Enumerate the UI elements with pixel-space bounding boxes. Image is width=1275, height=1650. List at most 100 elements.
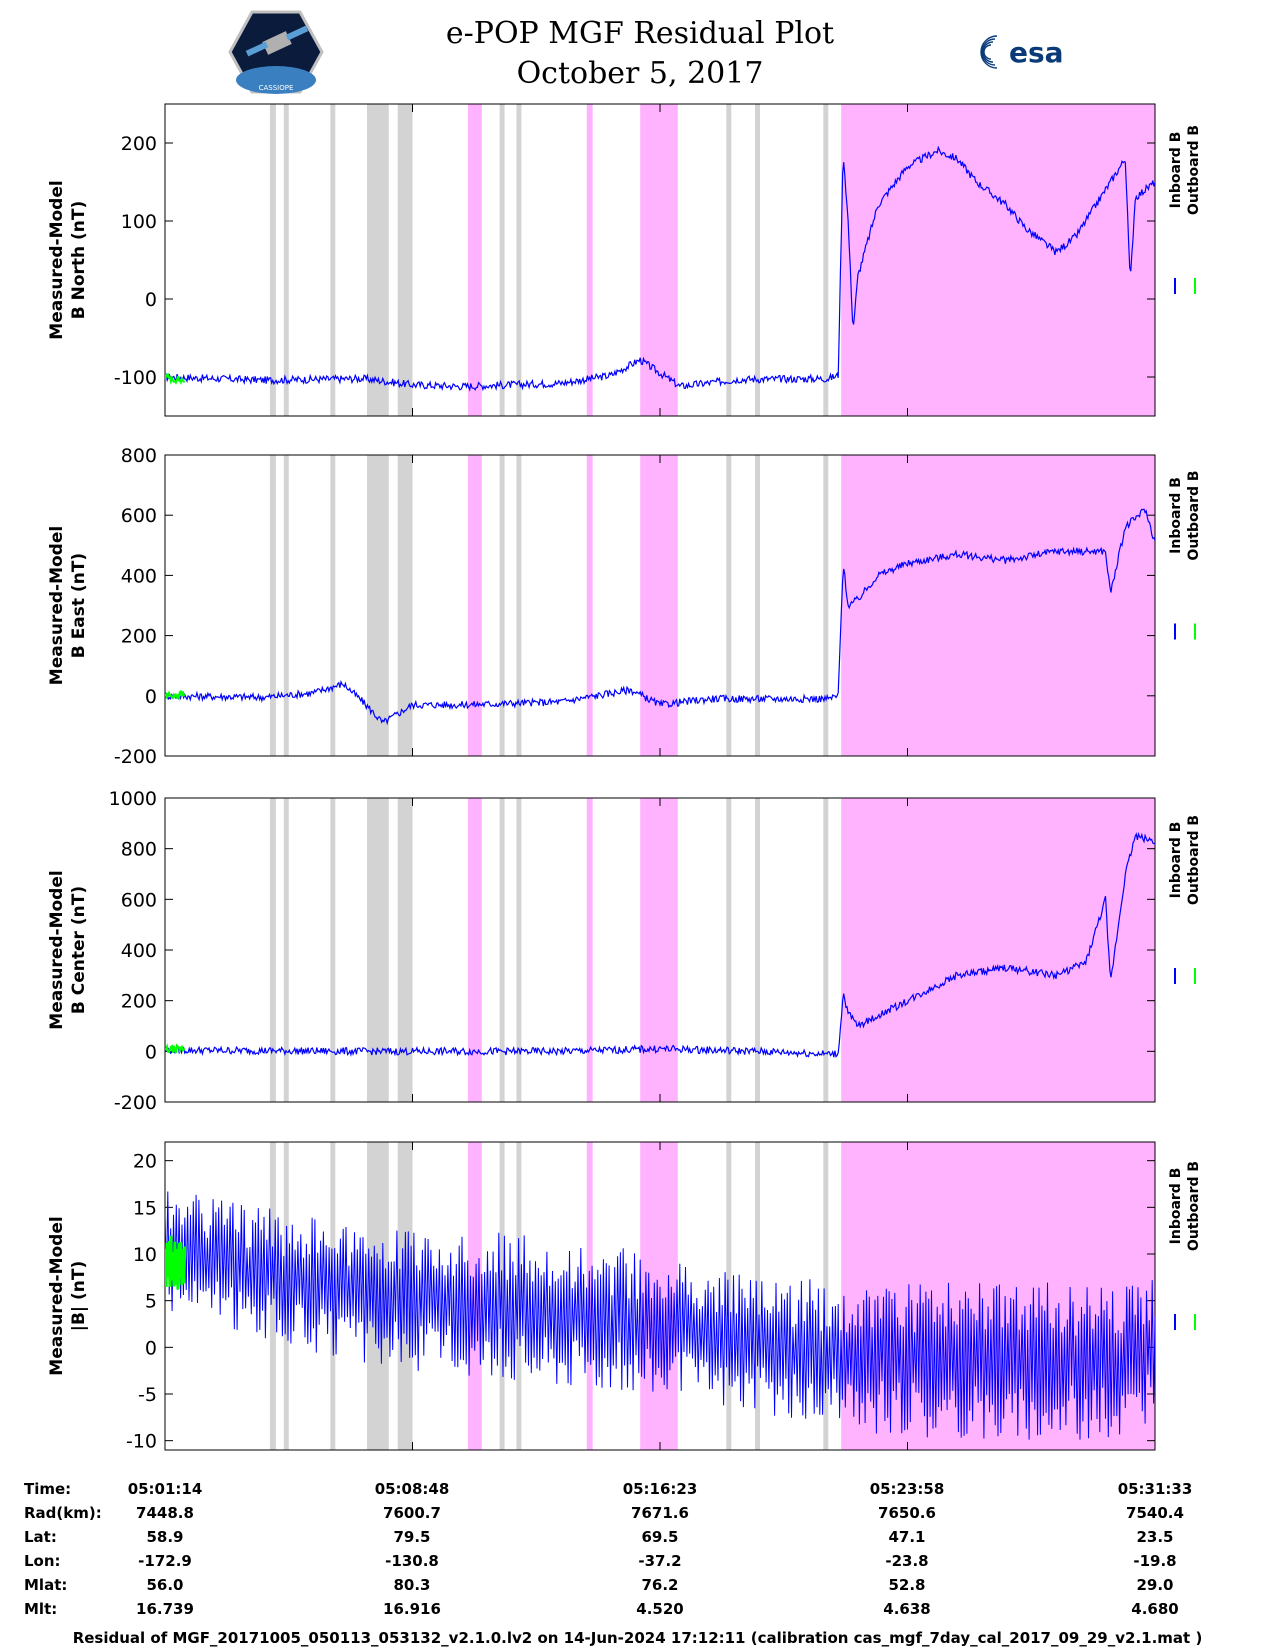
inboard-series-line — [165, 508, 1155, 726]
footer-cell: 16.739 — [136, 1600, 194, 1618]
footer-cell: 69.5 — [641, 1528, 679, 1546]
footer-cell: 05:31:33 — [1117, 1480, 1193, 1498]
footer-caption: Residual of MGF_20171005_050113_053132_v… — [72, 1629, 1203, 1647]
y-tick-label: -100 — [114, 367, 157, 389]
gray-band — [823, 1142, 829, 1450]
gray-band — [823, 455, 829, 756]
footer-cell: 7650.6 — [878, 1504, 936, 1522]
y-axis-label-line-2: B East (nT) — [69, 553, 89, 658]
y-axis-label-line-2: B North (nT) — [69, 201, 89, 320]
legend: Inboard B Outboard B — [1168, 470, 1202, 560]
footer-cell: 7600.7 — [383, 1504, 441, 1522]
footer-cell: 05:01:14 — [127, 1480, 203, 1498]
y-tick-label: 200 — [121, 626, 157, 648]
footer-cell: 76.2 — [641, 1576, 679, 1594]
y-axis-label: Measured-Model B North (nT) — [47, 180, 89, 339]
gray-band — [726, 455, 732, 756]
legend: Inboard B Outboard B — [1168, 815, 1202, 905]
footer-cell: 58.9 — [146, 1528, 184, 1546]
panel-4: -10 -5 0 5 10 15 20 Measured-Model |B| (nT) Inboa… — [47, 1141, 1202, 1453]
pink-band — [841, 104, 1155, 416]
gray-band — [283, 104, 289, 416]
y-tick-label: -200 — [114, 1092, 157, 1114]
y-tick-label: -10 — [126, 1431, 157, 1453]
pink-band — [841, 455, 1155, 756]
footer-cell: -23.8 — [885, 1552, 929, 1570]
y-tick-label: 800 — [121, 839, 157, 861]
y-axis-label-line-1: Measured-Model — [47, 180, 67, 339]
footer-cell: 80.3 — [393, 1576, 431, 1594]
legend-outboard-label: Outboard B — [1186, 815, 1202, 905]
gray-band — [330, 104, 336, 416]
footer-row-label: Lat: — [24, 1528, 57, 1546]
gray-band — [755, 455, 760, 756]
gray-band — [366, 798, 389, 1102]
gray-band — [499, 455, 505, 756]
y-tick-label: 0 — [145, 1041, 157, 1063]
y-tick-label: 200 — [121, 991, 157, 1013]
cassiope-logo: CASSIOPE — [228, 10, 324, 98]
footer-cell: 16.916 — [383, 1600, 441, 1618]
footer-cell: 05:08:48 — [374, 1480, 450, 1498]
pink-band — [586, 455, 593, 756]
footer-cell: 4.680 — [1131, 1600, 1179, 1618]
y-tick-label: 0 — [145, 1337, 157, 1359]
gray-band — [516, 798, 522, 1102]
gray-band — [283, 798, 289, 1102]
gray-band — [269, 798, 276, 1102]
footer-row-label: Mlat: — [24, 1576, 68, 1594]
series-group — [165, 1191, 1155, 1440]
pink-band — [467, 104, 482, 416]
y-axis-label-line-1: Measured-Model — [47, 1216, 67, 1375]
y-axis-label-line-2: B Center (nT) — [69, 886, 89, 1014]
inboard-series-line — [165, 831, 1155, 1059]
gray-band — [397, 1142, 413, 1450]
gray-band — [823, 798, 829, 1102]
y-tick-label: 10 — [133, 1244, 157, 1266]
gray-band — [283, 1142, 289, 1450]
gray-band — [366, 104, 389, 416]
footer-cell: -172.9 — [138, 1552, 192, 1570]
panel-2: -200 0 200 400 600 800 Measured-Model B East (n… — [47, 445, 1202, 768]
gray-band — [755, 798, 760, 1102]
pink-band — [467, 798, 482, 1102]
inboard-series-line — [165, 145, 1155, 392]
gray-band — [269, 455, 276, 756]
outboard-series-line — [165, 1042, 186, 1055]
outboard-series-line — [165, 372, 186, 386]
series-group — [165, 145, 1155, 392]
footer-row-label: Rad(km): — [24, 1504, 102, 1522]
gray-band — [755, 104, 760, 416]
y-axis-label: Measured-Model B East (nT) — [47, 526, 89, 685]
footer-cell: 47.1 — [888, 1528, 926, 1546]
y-tick-label: 600 — [121, 889, 157, 911]
legend: Inboard B Outboard B — [1168, 1161, 1202, 1251]
y-tick-label: 20 — [133, 1151, 157, 1173]
gray-band — [516, 455, 522, 756]
footer-cell: -19.8 — [1133, 1552, 1177, 1570]
gray-band — [516, 104, 522, 416]
legend-inboard-label: Inboard B — [1168, 822, 1184, 899]
legend: Inboard B Outboard B — [1168, 125, 1202, 215]
gray-band — [823, 104, 829, 416]
footer-row-label: Lon: — [24, 1552, 61, 1570]
gray-band — [499, 798, 505, 1102]
y-axis-label-line-2: |B| (nT) — [69, 1261, 89, 1332]
y-tick-label: 200 — [121, 133, 157, 155]
legend-outboard-label: Outboard B — [1186, 125, 1202, 215]
footer-row-label: Mlt: — [24, 1600, 58, 1618]
y-tick-label: -200 — [114, 746, 157, 768]
footer-row-label: Time: — [24, 1480, 72, 1498]
series-group — [165, 508, 1155, 726]
gray-band — [397, 104, 413, 416]
inboard-series-line — [165, 1191, 1155, 1440]
footer-cell: 7448.8 — [136, 1504, 194, 1522]
pink-band — [586, 104, 593, 416]
y-axis-label: Measured-Model B Center (nT) — [47, 870, 89, 1029]
series-group — [165, 831, 1155, 1059]
pink-band — [586, 798, 593, 1102]
esa-logo-text: esa — [1009, 36, 1064, 69]
footer-cell: -130.8 — [385, 1552, 439, 1570]
y-axis-label: Measured-Model |B| (nT) — [47, 1216, 89, 1375]
gray-band — [283, 455, 289, 756]
